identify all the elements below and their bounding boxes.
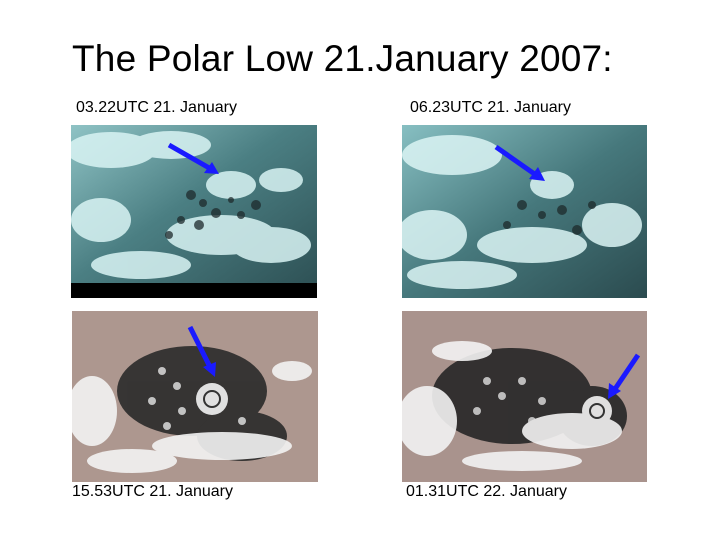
blue-arrow-2 — [494, 144, 538, 178]
caption-panel-2: 06.23UTC 21. January — [410, 99, 571, 116]
blue-arrow-3 — [187, 325, 213, 369]
caption-panel-4: 01.31UTC 22. January — [406, 483, 567, 500]
satellite-image-panel-3 — [72, 311, 318, 482]
caption-panel-1: 03.22UTC 21. January — [76, 99, 237, 116]
caption-panel-3: 15.53UTC 21. January — [72, 483, 233, 500]
satellite-image-panel-1 — [71, 125, 317, 298]
satellite-image-panel-2 — [402, 125, 647, 298]
blue-arrow-1 — [167, 142, 213, 172]
satellite-image-panel-4 — [402, 311, 647, 482]
slide-title: The Polar Low 21.January 2007: — [72, 38, 613, 79]
blue-arrow-4 — [612, 353, 641, 391]
